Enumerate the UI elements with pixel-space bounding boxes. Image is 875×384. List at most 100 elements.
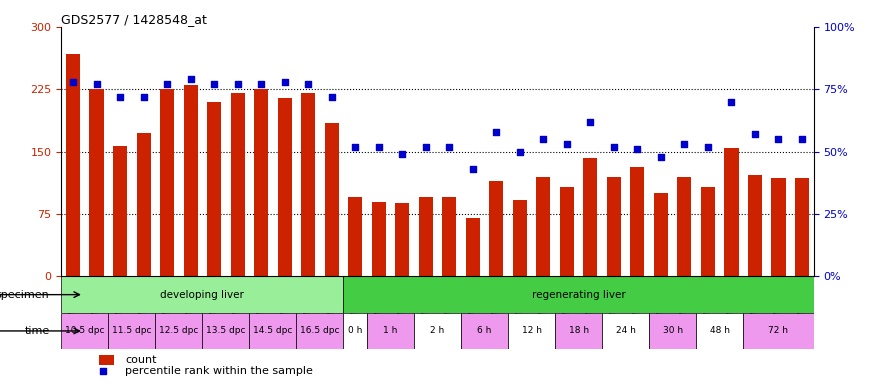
Point (466, 166, 480, 172)
Bar (607, 177, 621, 276)
Point (207, 81, 221, 88)
Point (160, 81, 174, 88)
Text: developing liver: developing liver (160, 290, 244, 300)
FancyBboxPatch shape (108, 313, 156, 349)
Bar (466, 218, 480, 276)
Bar (654, 193, 668, 276)
Bar (99, 354, 114, 366)
Text: 13.5 dpc: 13.5 dpc (206, 326, 246, 336)
Text: 24 h: 24 h (616, 326, 635, 336)
Bar (701, 187, 715, 276)
Text: count: count (125, 355, 157, 365)
Bar (348, 197, 362, 276)
FancyBboxPatch shape (696, 313, 743, 349)
Point (301, 81, 315, 88)
Point (348, 144, 362, 150)
Text: 11.5 dpc: 11.5 dpc (112, 326, 151, 336)
Bar (536, 177, 550, 276)
Point (66, 79, 80, 85)
FancyBboxPatch shape (61, 276, 344, 313)
Point (89, 81, 103, 88)
Point (396, 151, 410, 157)
FancyBboxPatch shape (649, 313, 696, 349)
Bar (560, 187, 574, 276)
Point (113, 94, 127, 100)
Bar (372, 202, 386, 276)
Point (772, 136, 786, 142)
Point (724, 99, 738, 105)
Text: 6 h: 6 h (478, 326, 492, 336)
FancyBboxPatch shape (555, 313, 602, 349)
Point (231, 81, 245, 88)
Point (677, 141, 691, 147)
Bar (160, 89, 174, 276)
Point (536, 136, 550, 142)
Bar (748, 175, 762, 276)
Point (607, 144, 621, 150)
FancyBboxPatch shape (156, 313, 202, 349)
FancyBboxPatch shape (508, 313, 555, 349)
Bar (419, 197, 433, 276)
Bar (396, 203, 410, 276)
Point (630, 146, 644, 152)
Bar (113, 146, 127, 276)
Text: 72 h: 72 h (768, 326, 788, 336)
FancyBboxPatch shape (414, 313, 461, 349)
Bar (301, 93, 315, 276)
FancyBboxPatch shape (344, 276, 814, 313)
FancyBboxPatch shape (461, 313, 508, 349)
Text: 18 h: 18 h (569, 326, 589, 336)
Text: 12 h: 12 h (522, 326, 542, 336)
Point (277, 79, 291, 85)
Point (489, 129, 503, 135)
FancyBboxPatch shape (61, 313, 108, 349)
Point (701, 144, 715, 150)
Bar (325, 122, 339, 276)
Point (325, 94, 339, 100)
Bar (772, 178, 786, 276)
Bar (277, 98, 291, 276)
Point (254, 81, 268, 88)
Point (184, 76, 198, 83)
Point (584, 119, 598, 125)
Text: 30 h: 30 h (662, 326, 682, 336)
Text: 0 h: 0 h (348, 326, 362, 336)
Bar (254, 89, 269, 276)
Text: regenerating liver: regenerating liver (532, 290, 626, 300)
Point (136, 94, 150, 100)
FancyBboxPatch shape (743, 313, 814, 349)
Point (654, 154, 668, 160)
FancyBboxPatch shape (297, 313, 344, 349)
Text: 16.5 dpc: 16.5 dpc (300, 326, 340, 336)
FancyBboxPatch shape (249, 313, 297, 349)
Bar (513, 200, 527, 276)
Point (748, 131, 762, 137)
Text: 10.5 dpc: 10.5 dpc (65, 326, 104, 336)
Text: 12.5 dpc: 12.5 dpc (159, 326, 199, 336)
Bar (795, 178, 809, 276)
Text: 2 h: 2 h (430, 326, 444, 336)
Bar (89, 89, 103, 276)
Text: 14.5 dpc: 14.5 dpc (253, 326, 292, 336)
FancyBboxPatch shape (602, 313, 649, 349)
Point (442, 144, 456, 150)
Text: 48 h: 48 h (710, 326, 730, 336)
Bar (207, 102, 221, 276)
Text: specimen: specimen (0, 290, 50, 300)
FancyBboxPatch shape (202, 313, 249, 349)
Point (560, 141, 574, 147)
Bar (184, 85, 198, 276)
Point (513, 149, 527, 155)
Bar (677, 177, 691, 276)
Text: percentile rank within the sample: percentile rank within the sample (125, 366, 313, 376)
Bar (442, 197, 457, 276)
FancyBboxPatch shape (344, 313, 367, 349)
Point (419, 144, 433, 150)
Bar (489, 181, 503, 276)
Bar (136, 133, 150, 276)
Text: time: time (24, 326, 50, 336)
Bar (724, 147, 738, 276)
FancyBboxPatch shape (367, 313, 414, 349)
Point (795, 136, 809, 142)
Bar (630, 167, 645, 276)
